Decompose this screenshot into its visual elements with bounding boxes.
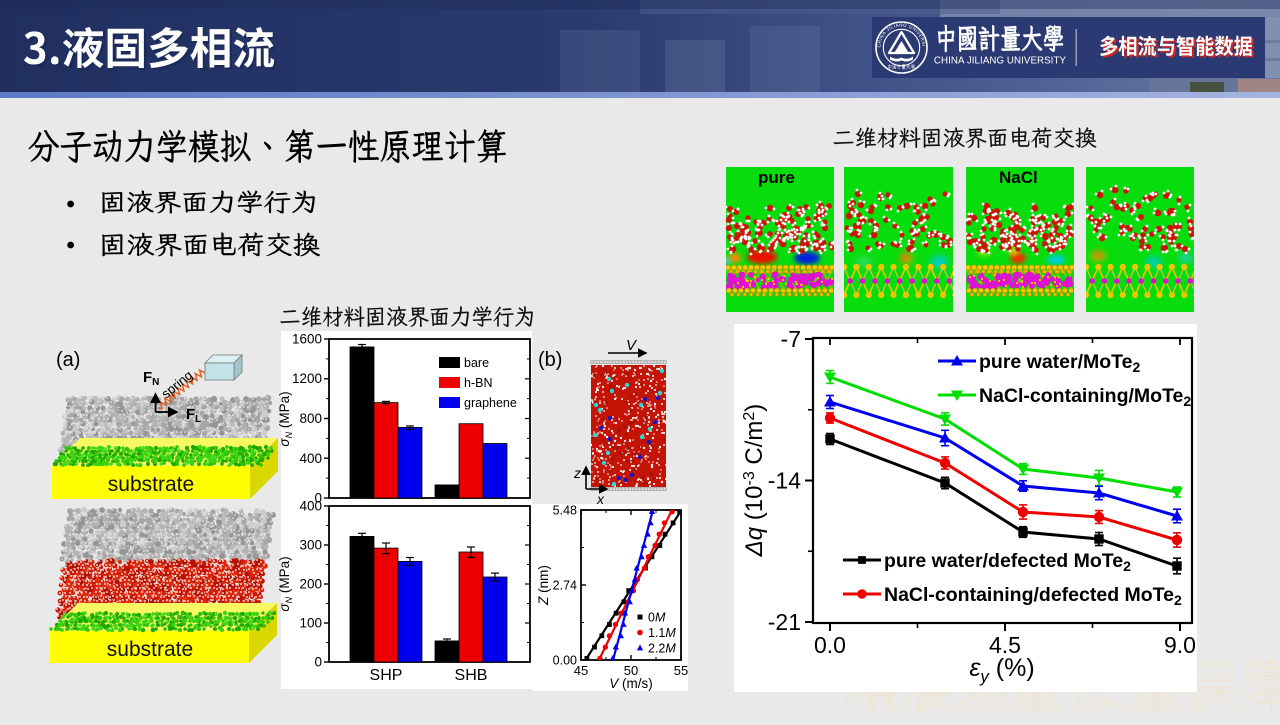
svg-text:CHINA JILIANG UNIVERSITY: CHINA JILIANG UNIVERSITY bbox=[934, 56, 1067, 67]
svg-text:0M: 0M bbox=[648, 611, 666, 625]
svg-text:SHB: SHB bbox=[455, 667, 488, 684]
svg-text:45: 45 bbox=[574, 663, 588, 678]
svg-text:2.74: 2.74 bbox=[553, 579, 577, 593]
svg-text:Z (nm): Z (nm) bbox=[536, 565, 551, 606]
svg-text:800: 800 bbox=[299, 411, 322, 426]
svg-text:(a): (a) bbox=[56, 349, 80, 371]
svg-text:graphene: graphene bbox=[464, 396, 517, 410]
svg-text:SHP: SHP bbox=[370, 667, 403, 684]
svg-text:400: 400 bbox=[299, 499, 322, 514]
svg-text:0: 0 bbox=[314, 655, 322, 670]
svg-text:bare: bare bbox=[464, 356, 489, 370]
svg-text:300: 300 bbox=[299, 538, 322, 553]
svg-text:400: 400 bbox=[299, 451, 322, 466]
svg-text:100: 100 bbox=[299, 616, 322, 631]
svg-text:2.2M: 2.2M bbox=[648, 642, 676, 656]
svg-text:1.1M: 1.1M bbox=[648, 626, 676, 640]
svg-text:z: z bbox=[573, 465, 581, 481]
svg-text:V (m/s): V (m/s) bbox=[609, 676, 653, 691]
svg-text:h-BN: h-BN bbox=[464, 376, 492, 390]
svg-text:5.48: 5.48 bbox=[553, 504, 577, 518]
svg-text:substrate: substrate bbox=[108, 473, 194, 496]
svg-text:200: 200 bbox=[299, 577, 322, 592]
svg-text:55: 55 bbox=[674, 663, 688, 678]
svg-text:1200: 1200 bbox=[292, 371, 322, 386]
svg-text:1600: 1600 bbox=[292, 332, 322, 347]
svg-text:(b): (b) bbox=[538, 349, 562, 371]
svg-text:substrate: substrate bbox=[107, 638, 193, 661]
